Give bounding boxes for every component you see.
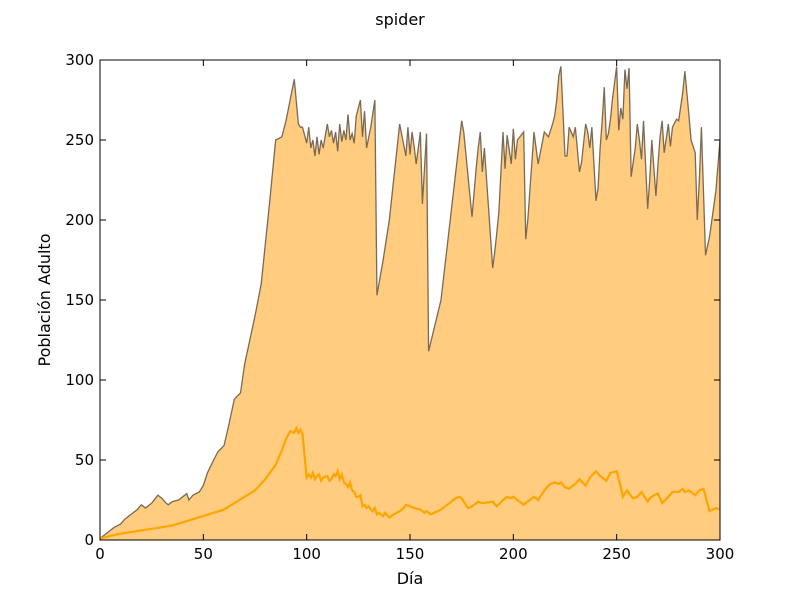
x-tick-label: 300	[706, 545, 735, 563]
y-tick-label: 100	[65, 371, 94, 389]
x-tick-label: 200	[499, 545, 528, 563]
series-line-upper	[99, 66, 721, 539]
plot-area	[99, 59, 721, 541]
y-axis: 0 50 100 150 200 250 300	[65, 51, 720, 549]
series-line-lower	[99, 425, 721, 540]
x-tick-label: 250	[602, 545, 631, 563]
y-tick-label: 300	[65, 51, 94, 69]
x-tick-label: 100	[292, 545, 321, 563]
area-fill	[100, 66, 720, 541]
chart-title: spider	[375, 10, 425, 29]
y-tick-label: 0	[84, 531, 94, 549]
x-axis-label: Día	[397, 569, 424, 588]
y-tick-label: 150	[65, 291, 94, 309]
x-tick-label: 0	[95, 545, 105, 563]
x-tick-label: 50	[194, 545, 213, 563]
y-axis-label: Población Adulto	[35, 234, 54, 367]
y-tick-label: 250	[65, 131, 94, 149]
x-tick-label: 150	[396, 545, 425, 563]
x-axis: 0 50 100 150 200 250 300	[95, 60, 734, 563]
y-tick-label: 200	[65, 211, 94, 229]
y-tick-label: 50	[75, 451, 94, 469]
